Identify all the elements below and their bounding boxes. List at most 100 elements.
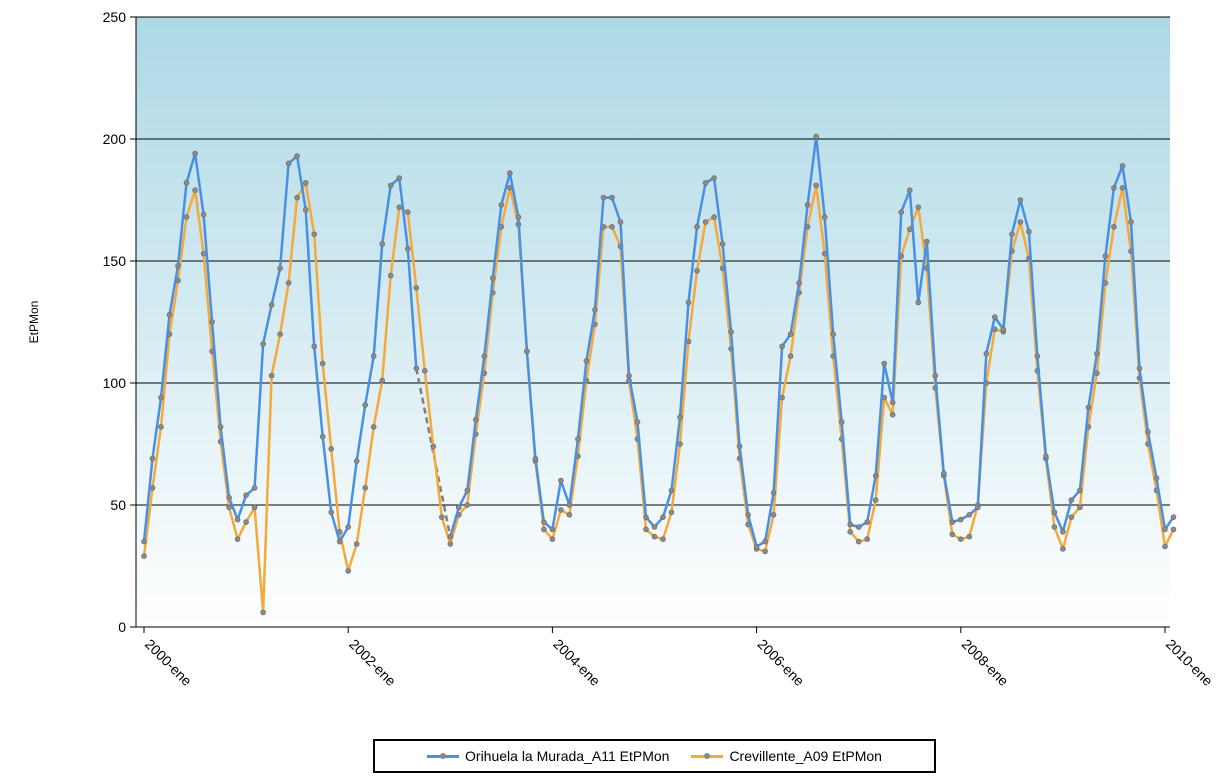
data-point [711, 175, 717, 181]
data-point [396, 175, 403, 181]
data-point [370, 424, 377, 430]
data-point [319, 433, 326, 440]
data-point [770, 511, 777, 518]
data-point [243, 492, 249, 499]
data-point [200, 250, 207, 257]
data-point [362, 402, 369, 408]
data-point [209, 319, 215, 325]
data-point [949, 531, 956, 538]
legend-label-crevillente: Crevillente_A09 EtPMon [729, 748, 882, 764]
data-point [881, 360, 887, 367]
data-point [753, 543, 760, 550]
data-point [541, 526, 547, 533]
data-point [507, 170, 513, 177]
y-axis-title: EtPMon [27, 301, 41, 344]
data-point [251, 485, 258, 491]
data-point [660, 536, 666, 542]
data-point [915, 204, 922, 211]
data-point [294, 153, 300, 159]
data-point [302, 180, 309, 186]
data-point [949, 519, 956, 525]
data-point [353, 458, 360, 464]
data-point [277, 331, 283, 338]
data-point [804, 202, 811, 208]
data-point [1085, 404, 1092, 411]
legend-swatch-orihuela [427, 753, 460, 759]
data-point [234, 516, 241, 523]
data-point [183, 214, 190, 220]
data-point [1170, 514, 1177, 520]
data-point [957, 516, 964, 523]
data-point [1128, 219, 1134, 225]
data-point [447, 533, 454, 540]
data-point [609, 194, 615, 201]
data-point [387, 272, 394, 279]
data-point [328, 509, 335, 516]
y-tick-label: 200 [103, 131, 127, 147]
data-point [796, 280, 802, 286]
data-point [643, 526, 649, 533]
data-point [524, 348, 530, 355]
data-point [362, 485, 369, 491]
data-point [192, 150, 198, 157]
data-point [268, 302, 275, 308]
legend-item-orihuela: Orihuela la Murada_A11 EtPMon [427, 748, 669, 764]
x-tick-label: 2002-ene [346, 636, 399, 689]
data-point [311, 343, 318, 350]
data-point [1136, 365, 1143, 372]
data-point [175, 263, 181, 269]
data-point [1068, 514, 1075, 520]
data-point [489, 275, 496, 281]
data-point [1034, 353, 1041, 360]
legend-item-crevillente: Crevillente_A09 EtPMon [691, 748, 882, 764]
data-point [617, 219, 624, 225]
data-point [345, 568, 352, 574]
data-point [694, 267, 700, 274]
data-point [609, 224, 615, 230]
data-point [285, 280, 292, 286]
data-point [813, 133, 819, 140]
data-point [651, 524, 658, 530]
data-point [838, 419, 845, 425]
data-point [217, 424, 224, 430]
data-point [694, 224, 700, 230]
data-point [1119, 163, 1126, 169]
data-point [515, 214, 522, 220]
data-point [379, 377, 386, 384]
data-point [872, 472, 879, 479]
data-point [404, 209, 411, 216]
data-point [1017, 197, 1024, 203]
data-point [1017, 219, 1024, 225]
data-point [762, 538, 768, 545]
data-point [736, 443, 743, 450]
x-tick-label: 2010-ene [1163, 636, 1216, 689]
data-point [447, 541, 454, 547]
data-point [481, 353, 488, 360]
data-point [983, 350, 990, 357]
data-point [685, 299, 692, 306]
data-point [1026, 228, 1032, 235]
data-point [855, 524, 862, 530]
data-point [328, 446, 335, 452]
x-tick-label: 2000-ene [142, 636, 195, 689]
data-point [251, 504, 258, 511]
data-point [1068, 497, 1075, 503]
data-point [566, 511, 573, 518]
data-point [1153, 475, 1160, 482]
data-point [404, 246, 411, 252]
data-point [651, 533, 658, 540]
data-point [311, 231, 318, 238]
data-point [660, 514, 666, 520]
data-point [847, 521, 853, 528]
data-point [1009, 231, 1015, 238]
data-point [455, 504, 462, 511]
data-point [1051, 524, 1058, 530]
data-point [711, 214, 717, 220]
data-point [600, 194, 607, 201]
data-point [787, 353, 794, 360]
data-point [472, 416, 479, 423]
y-tick-label: 0 [118, 619, 126, 635]
data-point [353, 541, 360, 547]
data-point [319, 360, 326, 367]
data-point [787, 331, 794, 338]
